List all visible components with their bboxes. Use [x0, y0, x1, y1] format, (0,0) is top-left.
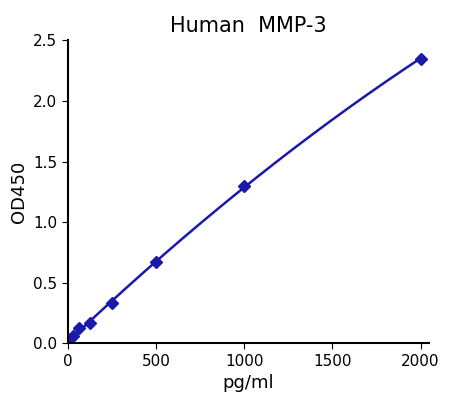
Title: Human  MMP-3: Human MMP-3: [170, 16, 326, 36]
X-axis label: pg/ml: pg/ml: [222, 375, 274, 392]
Y-axis label: OD450: OD450: [9, 161, 28, 223]
